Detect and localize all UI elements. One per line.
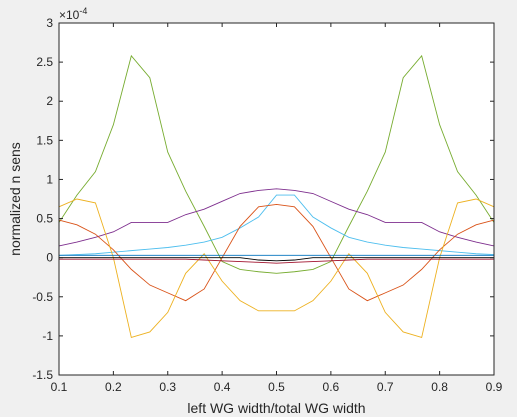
exponent-base: ×10 [59, 8, 80, 22]
x-tick-label: 0.4 [214, 380, 231, 394]
series-line-1 [58, 54, 495, 274]
series-line-7 [59, 258, 494, 264]
x-axis-label: left WG width/total WG width [187, 400, 365, 416]
y-tick-label: 2.5 [36, 55, 53, 69]
x-tick-label: 0.8 [431, 380, 448, 394]
x-axis-ticks: 0.1 0.2 0.3 0.4 0.5 0.6 0.7 0.8 0.9 [51, 23, 503, 394]
series-layer [58, 54, 495, 339]
y-axis-ticks: -1.5 -1 -0.5 0 0.5 1 1.5 2 2.5 3 [32, 16, 494, 382]
x-tick-label: 0.7 [377, 380, 394, 394]
series-line-8 [59, 257, 494, 262]
y-axis-label: normalized n sens [7, 142, 23, 256]
y-tick-label: 0 [46, 251, 53, 265]
y-tick-label: 2 [46, 94, 53, 108]
y-tick-label: 0.5 [36, 212, 53, 226]
y-tick-label: -0.5 [32, 290, 53, 304]
x-tick-label: 0.9 [486, 380, 503, 394]
y-tick-label: 3 [46, 16, 53, 30]
y-tick-label: -1 [42, 329, 53, 343]
x-tick-label: 0.1 [51, 380, 68, 394]
series-line-5 [58, 198, 495, 339]
series-line-2 [58, 188, 495, 247]
x-tick-label: 0.5 [268, 380, 285, 394]
x-tick-label: 0.6 [323, 380, 340, 394]
x-tick-label: 0.3 [159, 380, 176, 394]
y-tick-label: -1.5 [32, 368, 53, 382]
series-line-3 [58, 194, 495, 256]
x-tick-label: 0.2 [105, 380, 122, 394]
series-line-4 [58, 204, 495, 302]
exponent-power: -4 [79, 6, 87, 16]
y-tick-label: 1 [46, 172, 53, 186]
axes-background [59, 23, 494, 375]
y-tick-label: 1.5 [36, 133, 53, 147]
exponent-label: ×10-4 [59, 6, 87, 22]
